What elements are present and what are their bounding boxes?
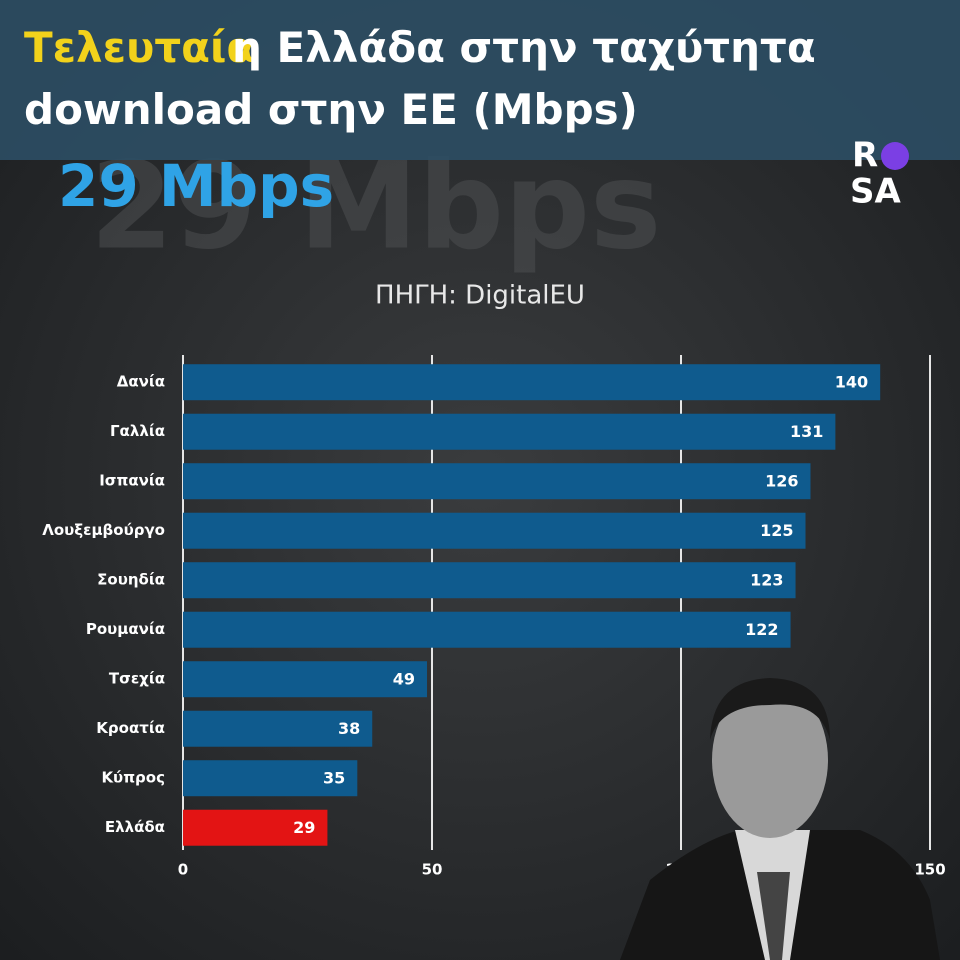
value-label: 38 xyxy=(338,719,360,738)
value-label: 49 xyxy=(393,670,415,689)
y-tick-label: Σουηδία xyxy=(97,571,165,589)
value-label: 123 xyxy=(750,571,783,590)
logo-top: R xyxy=(852,136,878,176)
value-label: 131 xyxy=(790,422,823,441)
bar xyxy=(183,562,796,599)
logo-icon xyxy=(881,142,909,170)
bar xyxy=(183,710,373,747)
bar xyxy=(183,512,806,549)
plot: 050100150Δανία140Γαλλία131Ισπανία126Λουξ… xyxy=(42,355,946,879)
source: ΠΗΓΗ: DigitalEU xyxy=(375,281,585,311)
value-label: 35 xyxy=(323,769,345,788)
chart-title-rest: η Ελλάδα στην ταχύτητα download στην ΕΕ (… xyxy=(24,23,816,134)
portrait xyxy=(620,678,940,960)
value-label: 125 xyxy=(760,521,793,540)
bar xyxy=(183,661,428,698)
headline-ghost: 29 Mbps xyxy=(90,138,661,277)
headline: 29 Mbps xyxy=(58,152,334,220)
bar xyxy=(183,611,791,648)
value-label: 140 xyxy=(835,373,868,392)
chart-title: Τελευταία xyxy=(24,23,255,72)
y-tick-label: Γαλλία xyxy=(110,422,165,440)
x-tick-label: 150 xyxy=(914,861,945,879)
value-label: 126 xyxy=(765,472,798,491)
y-tick-label: Λουξεμβούργο xyxy=(42,521,165,539)
logo-bottom: SA xyxy=(850,172,901,212)
y-tick-label: Τσεχία xyxy=(109,670,165,688)
title-highlight: Τελευταία xyxy=(24,23,255,72)
title-band xyxy=(0,0,960,160)
y-tick-label: Ελλάδα xyxy=(105,818,165,836)
bar xyxy=(183,413,836,450)
value-label: 122 xyxy=(745,620,778,639)
y-tick-label: Ισπανία xyxy=(99,472,165,490)
bar xyxy=(183,463,811,500)
y-tick-label: Κροατία xyxy=(96,719,165,737)
y-tick-label: Κύπρος xyxy=(101,769,165,787)
x-tick-label: 50 xyxy=(422,861,443,879)
y-tick-label: Ρουμανία xyxy=(86,620,165,638)
y-tick-label: Δανία xyxy=(117,373,165,391)
bar xyxy=(183,364,881,401)
value-label: 29 xyxy=(293,818,315,837)
bar xyxy=(183,760,358,797)
bar xyxy=(183,809,328,846)
x-tick-label: 0 xyxy=(178,861,188,879)
